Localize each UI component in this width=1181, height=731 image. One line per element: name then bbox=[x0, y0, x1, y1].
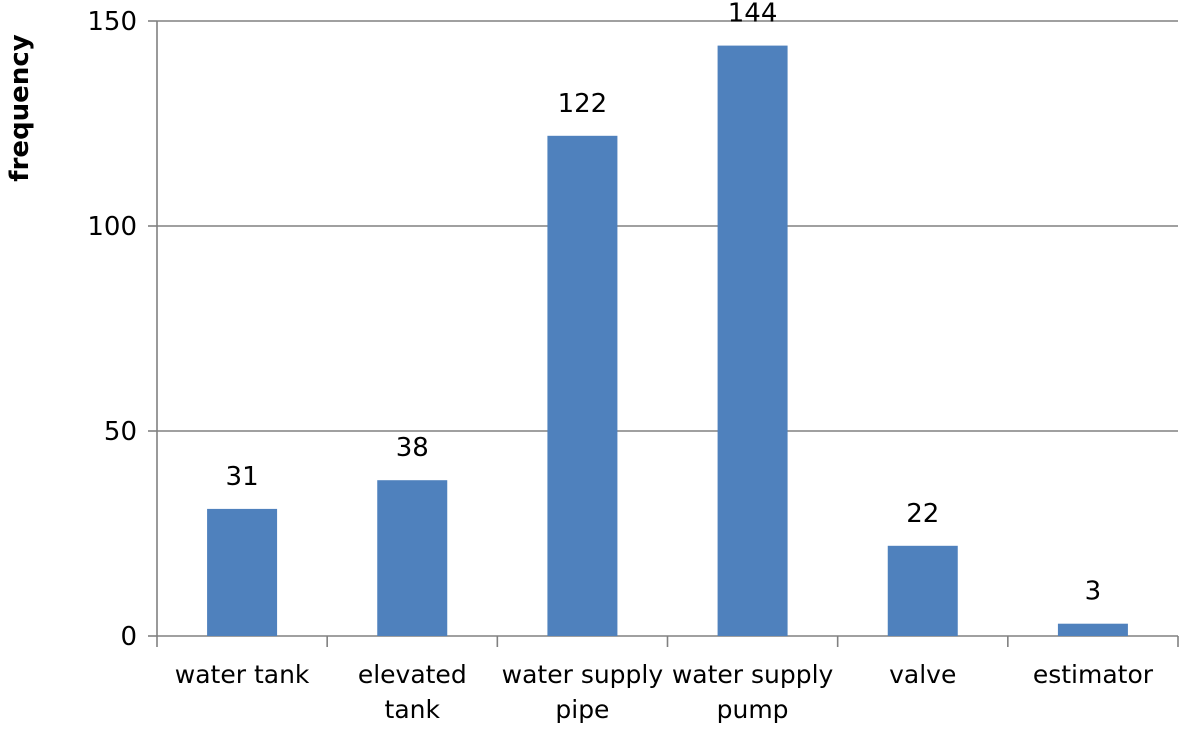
x-tick-label-line: water tank bbox=[175, 660, 310, 689]
bar bbox=[377, 480, 448, 636]
y-tick-label: 50 bbox=[104, 417, 137, 447]
x-tick-label-line: pump bbox=[717, 695, 789, 724]
axes bbox=[148, 20, 1179, 647]
bar bbox=[717, 45, 788, 637]
data-label: 22 bbox=[906, 499, 939, 529]
x-tick-label: water supply pipe bbox=[502, 660, 664, 724]
x-tick-label-line: valve bbox=[889, 660, 956, 689]
y-tick-label: 0 bbox=[120, 622, 137, 652]
x-tick-label: estimator bbox=[1033, 660, 1154, 689]
x-tick-label-line: estimator bbox=[1033, 660, 1154, 689]
bar bbox=[547, 135, 618, 637]
bar bbox=[207, 508, 278, 636]
data-label: 144 bbox=[728, 0, 778, 29]
x-tick-label-line: pipe bbox=[555, 695, 609, 724]
bar bbox=[1057, 623, 1128, 636]
x-tick-label: water tank bbox=[175, 660, 310, 689]
gridlines bbox=[157, 20, 1178, 432]
data-labels: 31 38 122 144 22 3 bbox=[226, 0, 1102, 607]
data-label: 38 bbox=[396, 433, 429, 463]
x-tick-label: valve bbox=[889, 660, 956, 689]
data-label: 31 bbox=[226, 462, 259, 492]
y-tick-label: 100 bbox=[87, 212, 137, 242]
y-axis-label: frequency bbox=[5, 34, 35, 181]
x-tick-label-line: water supply bbox=[672, 660, 834, 689]
x-tick-label-line: elevated bbox=[358, 660, 467, 689]
y-tick-labels: 0 50 100 150 bbox=[87, 7, 137, 652]
data-label: 122 bbox=[558, 89, 608, 119]
y-tick-label: 150 bbox=[87, 7, 137, 37]
data-label: 3 bbox=[1085, 577, 1102, 607]
x-tick-label-line: water supply bbox=[502, 660, 664, 689]
bars bbox=[207, 45, 1128, 637]
x-tick-label: water supply pump bbox=[672, 660, 834, 724]
bar bbox=[887, 545, 958, 636]
x-tick-label: elevated tank bbox=[358, 660, 467, 724]
x-tick-label-line: tank bbox=[385, 695, 441, 724]
